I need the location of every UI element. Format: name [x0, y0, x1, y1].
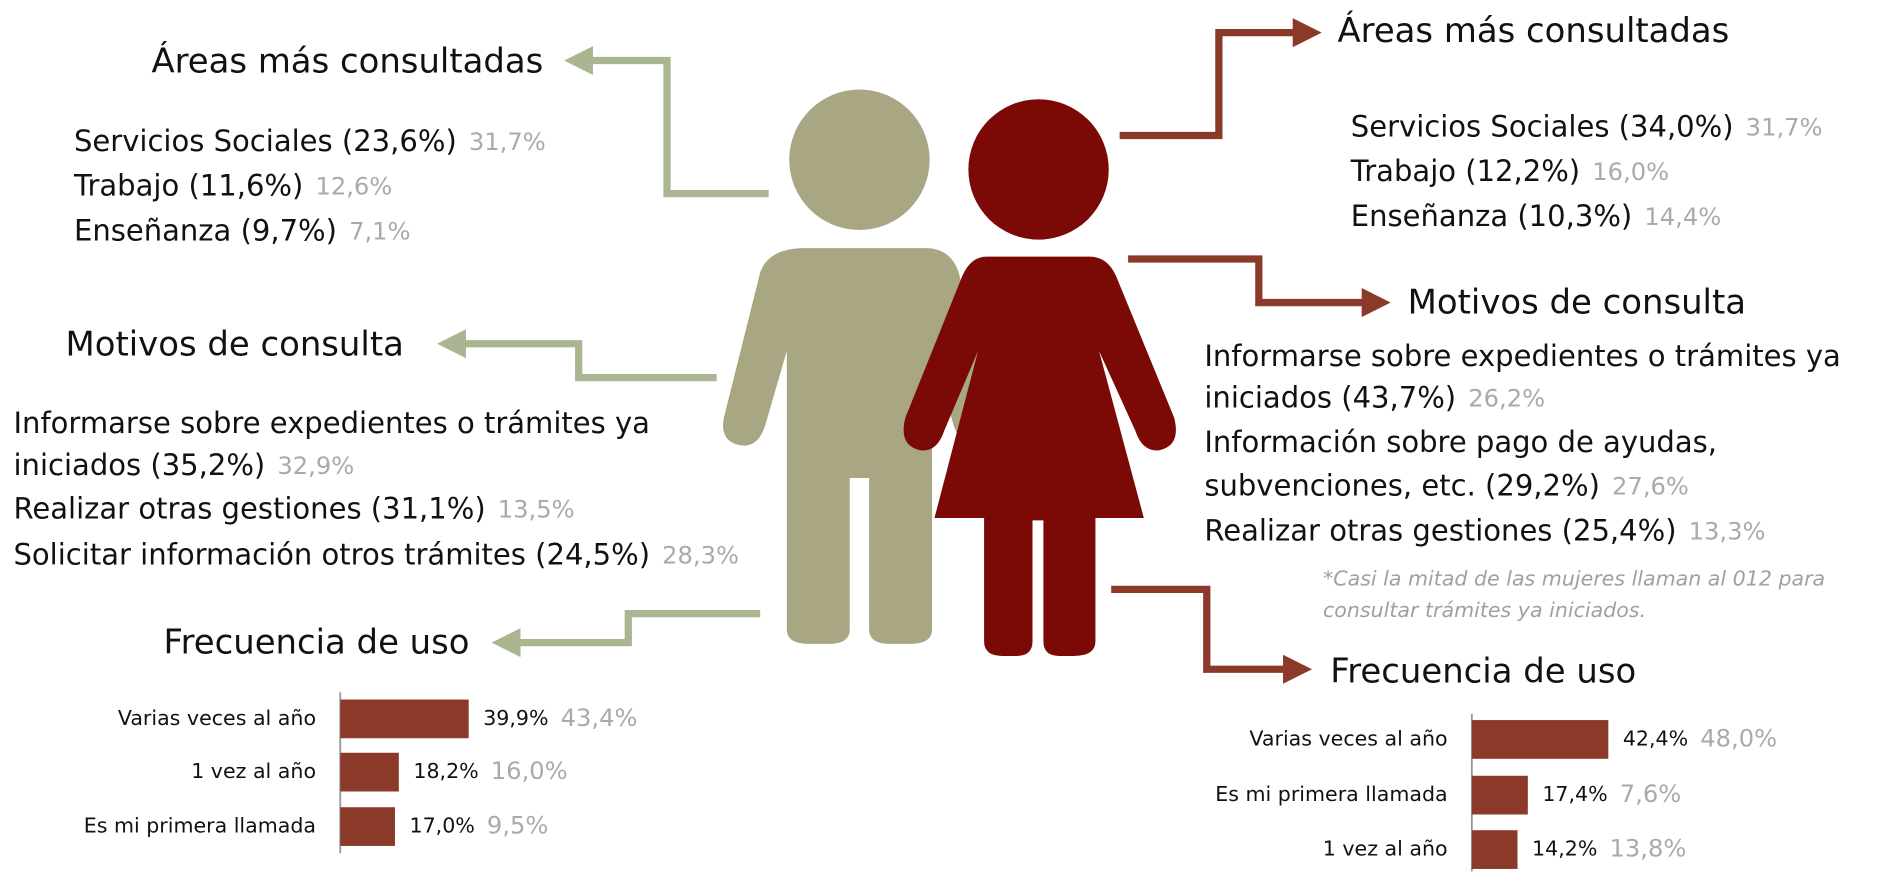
bar-label: 17,4% 7,6% — [1542, 780, 1681, 808]
bar-category: Varias veces al año — [1249, 726, 1447, 750]
text-line: Servicios Sociales (34,0%) 31,7% — [1351, 109, 1823, 143]
bar-value: 17,0% — [410, 814, 475, 838]
line-text: Enseñanza (10,3%) — [1351, 199, 1632, 233]
text-line: Solicitar información otros trámites (24… — [13, 538, 738, 572]
compare-value: 14,4% — [1644, 203, 1721, 231]
compare-value: 16,0% — [491, 757, 568, 785]
bar-category: Es mi primera llamada — [84, 814, 316, 838]
text-line: Realizar otras gestiones (31,1%) 13,5% — [13, 492, 574, 526]
bar-label: 42,4% 48,0% — [1623, 724, 1777, 752]
bar-label: 39,9% 43,4% — [483, 704, 637, 732]
bar — [340, 699, 469, 739]
line-text: Servicios Sociales (23,6%) — [74, 124, 457, 158]
line-text: Realizar otras gestiones (25,4%) — [1204, 514, 1676, 548]
compare-value: 7,6% — [1620, 780, 1681, 808]
compare-value: 9,5% — [487, 812, 548, 840]
compare-value: 26,2% — [1468, 384, 1545, 412]
bar — [340, 752, 399, 792]
line-text: Solicitar información otros trámites (24… — [13, 538, 650, 572]
bar-value: 17,4% — [1542, 782, 1607, 806]
compare-value: 16,0% — [1592, 158, 1669, 186]
bar-category: 1 vez al año — [191, 759, 316, 783]
bar-label: 17,0% 9,5% — [410, 812, 549, 840]
section-title: Motivos de consulta — [66, 325, 404, 364]
line-text: subvenciones, etc. (29,2%) — [1204, 469, 1600, 503]
compare-value: 12,6% — [315, 173, 392, 201]
line-text: iniciados (43,7%) — [1204, 380, 1456, 414]
line-text: Informarse sobre expedientes o trámites … — [1204, 339, 1840, 373]
compare-value: 27,6% — [1612, 473, 1689, 501]
section-title: Frecuencia de uso — [164, 622, 470, 661]
line-text: iniciados (35,2%) — [13, 448, 265, 482]
text-line: Información sobre pago de ayudas, — [1204, 425, 1717, 459]
woman-figure — [903, 99, 1176, 656]
line-text: Informarse sobre expedientes o trámites … — [13, 406, 649, 440]
text-line: Enseñanza (10,3%) 14,4% — [1351, 199, 1721, 233]
compare-value: 13,3% — [1689, 518, 1766, 546]
bar-value: 18,2% — [413, 759, 478, 783]
text-line: subvenciones, etc. (29,2%) 27,6% — [1204, 469, 1689, 503]
bar-category: Es mi primera llamada — [1215, 782, 1447, 806]
compare-value: 43,4% — [561, 704, 638, 732]
compare-value: 13,5% — [498, 496, 575, 524]
compare-value: 32,9% — [277, 452, 354, 480]
text-line: iniciados (35,2%) 32,9% — [13, 448, 354, 482]
bar — [1471, 830, 1518, 869]
section-title: Áreas más consultadas — [151, 40, 543, 80]
compare-value: 13,8% — [1609, 835, 1686, 863]
compare-value: 7,1% — [349, 217, 410, 245]
compare-value: 48,0% — [1700, 724, 1777, 752]
text-line: Trabajo (12,2%) 16,0% — [1350, 154, 1669, 188]
section-title: Motivos de consulta — [1408, 282, 1746, 321]
line-text: Enseñanza (9,7%) — [74, 213, 337, 247]
bar — [1471, 720, 1609, 759]
text-line: Informarse sobre expedientes o trámites … — [13, 406, 649, 440]
line-text: Trabajo (12,2%) — [1350, 154, 1580, 188]
text-line: Realizar otras gestiones (25,4%) 13,3% — [1204, 514, 1765, 548]
bar-value: 14,2% — [1532, 837, 1597, 861]
man-figure — [723, 89, 996, 644]
compare-value: 31,7% — [469, 128, 546, 156]
bar-category: 1 vez al año — [1323, 837, 1448, 861]
note: consultar trámites ya iniciados. — [1323, 598, 1646, 622]
compare-value: 28,3% — [662, 542, 739, 570]
text-line: iniciados (43,7%) 26,2% — [1204, 380, 1545, 414]
bar — [340, 807, 395, 846]
compare-value: 31,7% — [1746, 113, 1823, 141]
text-line: Servicios Sociales (23,6%) 31,7% — [74, 124, 546, 158]
section-title: Áreas más consultadas — [1337, 10, 1729, 50]
line-text: Información sobre pago de ayudas, — [1204, 425, 1717, 459]
line-text: Servicios Sociales (34,0%) — [1351, 109, 1734, 143]
bar-category: Varias veces al año — [118, 706, 316, 730]
arrows — [437, 18, 1391, 684]
bar-label: 14,2% 13,8% — [1532, 835, 1686, 863]
section-title: Frecuencia de uso — [1330, 651, 1636, 690]
bar-value: 39,9% — [483, 706, 548, 730]
bar-value: 42,4% — [1623, 726, 1688, 750]
text-line: Enseñanza (9,7%) 7,1% — [74, 213, 411, 247]
bar — [1471, 775, 1528, 815]
line-text: Realizar otras gestiones (31,1%) — [13, 492, 485, 526]
text-line: Informarse sobre expedientes o trámites … — [1204, 339, 1840, 373]
note: *Casi la mitad de las mujeres llaman al … — [1323, 567, 1825, 591]
line-text: Trabajo (11,6%) — [73, 169, 303, 203]
bar-label: 18,2% 16,0% — [413, 757, 567, 785]
text-line: Trabajo (11,6%) 12,6% — [73, 169, 392, 203]
